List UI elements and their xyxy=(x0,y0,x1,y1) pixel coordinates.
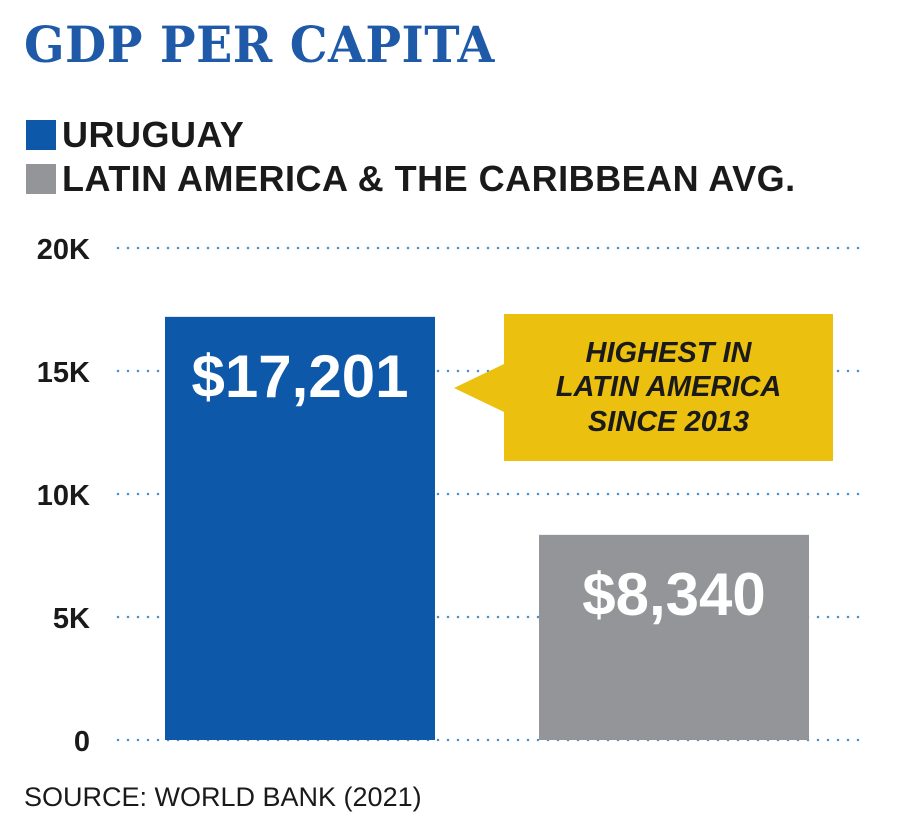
bar-value-label: $17,201 xyxy=(192,343,409,410)
y-tick-label: 0 xyxy=(74,726,90,758)
annotation-callout: HIGHEST IN LATIN AMERICA SINCE 2013 xyxy=(454,314,833,461)
y-tick-label: 15K xyxy=(37,357,90,389)
legend-swatch-latin-america xyxy=(26,164,56,194)
legend-item-uruguay: URUGUAY xyxy=(26,114,244,156)
legend-item-latin-america: LATIN AMERICA & THE CARIBBEAN AVG. xyxy=(26,158,796,200)
legend-label-latin-america: LATIN AMERICA & THE CARIBBEAN AVG. xyxy=(62,158,796,199)
y-tick-label: 20K xyxy=(37,234,90,266)
source-note: SOURCE: WORLD BANK (2021) xyxy=(24,782,422,812)
y-tick-label: 5K xyxy=(53,603,90,635)
y-tick-label: 10K xyxy=(37,480,90,512)
chart-title: GDP PER CAPITA xyxy=(24,15,495,74)
bar xyxy=(539,534,809,740)
callout-pointer xyxy=(454,364,504,412)
legend-swatch-uruguay xyxy=(26,120,56,150)
legend-label-uruguay: URUGUAY xyxy=(62,114,245,155)
annotation-text: HIGHEST IN LATIN AMERICA SINCE 2013 xyxy=(555,337,782,438)
bar xyxy=(165,316,435,740)
bar-value-label: $8,340 xyxy=(582,561,766,628)
